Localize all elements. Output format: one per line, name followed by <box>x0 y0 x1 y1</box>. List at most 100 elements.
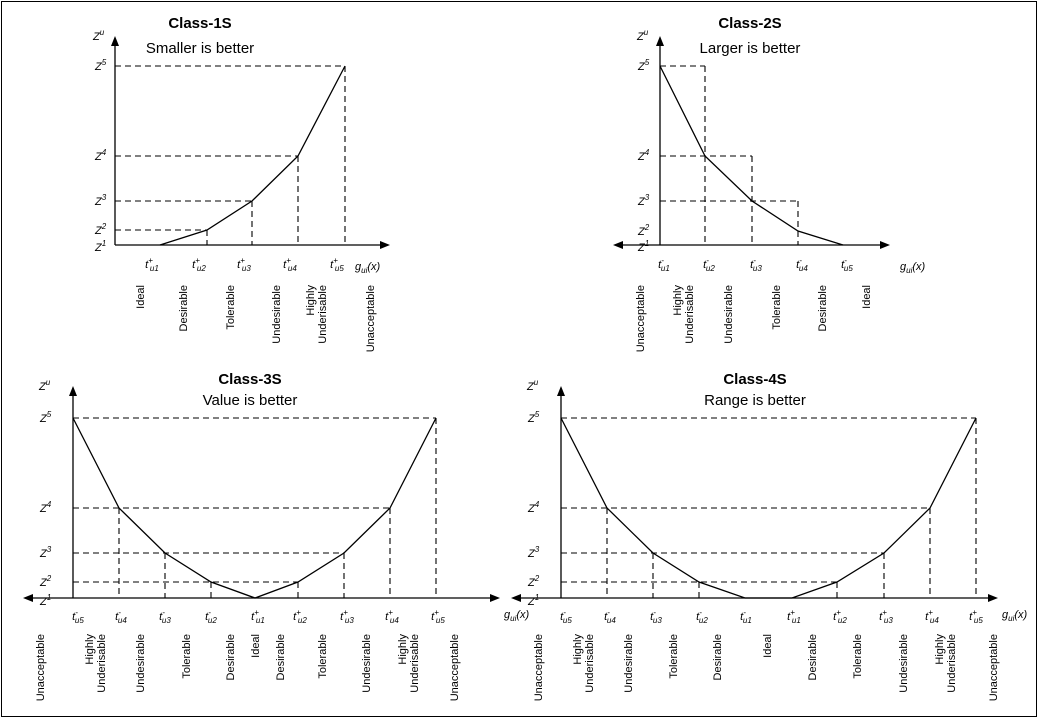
y-tick-label: Z5 <box>94 58 107 73</box>
category-text: Tolerable <box>771 285 783 330</box>
panel-subtitle: Value is better <box>203 392 298 409</box>
y-tick-label: Z2 <box>94 222 107 237</box>
x-tick-label: t-u1 <box>740 608 752 625</box>
category-text: Desirable <box>225 634 237 680</box>
category-label: Unacceptable <box>635 285 647 352</box>
arrowhead <box>880 241 890 249</box>
category-text: Highly <box>572 634 584 665</box>
x-tick-label: t-u2 <box>205 608 217 625</box>
x-tick-label: t-u3 <box>750 256 762 273</box>
category-text: Unacceptable <box>365 285 377 352</box>
category-text: Underisable <box>96 634 108 693</box>
y-tick-label: Z2 <box>39 574 52 589</box>
category-label: Highly Underisable <box>672 285 696 344</box>
x-tick-label: t-u5 <box>560 608 572 625</box>
x-tick-label: t-u5 <box>72 608 84 625</box>
arrowhead <box>656 36 664 46</box>
x-tick-label: t-u1 <box>658 256 670 273</box>
arrowhead <box>111 36 119 46</box>
x-tick-label: t-u4 <box>115 608 127 625</box>
category-label: Tolerable <box>771 285 783 330</box>
y-axis-label: Zu <box>92 28 105 43</box>
category-text: Tolerable <box>852 634 864 679</box>
category-label: Undesirable <box>271 285 283 344</box>
y-tick-label: Z1 <box>94 239 106 254</box>
category-label: Unacceptable <box>35 634 47 701</box>
category-text: Unacceptable <box>35 634 47 701</box>
x-tick-label: t+ u1 <box>145 256 159 273</box>
category-text: Tolerable <box>181 634 193 679</box>
x-tick-label: t+ u2 <box>833 608 847 625</box>
y-tick-label: Z2 <box>637 223 650 238</box>
y-tick-label: Z3 <box>94 193 107 208</box>
category-label: Tolerable <box>317 634 329 679</box>
arrowhead <box>511 594 521 602</box>
y-tick-label: Z4 <box>527 500 540 515</box>
category-label: Ideal <box>135 285 147 309</box>
category-text: Tolerable <box>668 634 680 679</box>
category-text: Undesirable <box>623 634 635 693</box>
x-tick-label: t+ u2 <box>192 256 206 273</box>
x-tick-label: t+ u2 <box>293 608 307 625</box>
y-tick-label: Z2 <box>527 574 540 589</box>
category-text: Highly <box>672 285 684 316</box>
category-label: Ideal <box>762 634 774 658</box>
x-axis-label: gui(x) <box>1002 609 1028 623</box>
y-tick-label: Z4 <box>39 500 52 515</box>
x-tick-label: t+ u3 <box>237 256 251 273</box>
panel-class-4s: Class-4S Range is better Zu gui(x) Z1 Z2 Z3 Z4 Z… <box>511 371 1028 701</box>
category-text: Desirable <box>817 285 829 331</box>
category-label: Desirable <box>712 634 724 680</box>
x-axis-label: gui(x) <box>900 261 926 275</box>
panel-title: Class-4S <box>723 371 786 388</box>
x-tick-label: t+ u1 <box>251 608 265 625</box>
category-label: Unacceptable <box>988 634 1000 701</box>
y-tick-label: Z3 <box>39 545 52 560</box>
category-label: Desirable <box>817 285 829 331</box>
x-tick-label: t+ u3 <box>879 608 893 625</box>
x-axis-label: gui(x) <box>355 261 381 275</box>
panel-class-1s: Class-1S Smaller is better Zu gui(x) Z1 Z2 Z3 Z… <box>92 15 390 352</box>
category-label: Highly Underisable <box>397 634 421 693</box>
arrowhead <box>23 594 33 602</box>
category-label: Highly Underisable <box>305 285 329 344</box>
category-label: Desirable <box>275 634 287 680</box>
category-label: Highly Underisable <box>934 634 958 693</box>
category-label: Ideal <box>250 634 262 658</box>
category-label: Tolerable <box>225 285 237 330</box>
category-text: Undesirable <box>271 285 283 344</box>
panel-title: Class-2S <box>718 15 781 32</box>
y-tick-label: Z3 <box>527 545 540 560</box>
x-axis-label: gui(x) <box>504 609 530 623</box>
y-axis-label: Zu <box>38 378 51 393</box>
y-tick-label: Z5 <box>637 58 650 73</box>
arrowhead <box>380 241 390 249</box>
category-label: Ideal <box>861 285 873 309</box>
class-function-curve <box>560 417 977 599</box>
y-tick-label: Z4 <box>637 148 650 163</box>
category-text: Underisable <box>317 285 329 344</box>
category-text: Underisable <box>946 634 958 693</box>
x-tick-label: t-u2 <box>703 256 715 273</box>
x-tick-label: t-u3 <box>650 608 662 625</box>
x-tick-label: t-u4 <box>796 256 808 273</box>
x-tick-label: t+ u3 <box>340 608 354 625</box>
y-tick-label: Z4 <box>94 148 107 163</box>
arrowhead <box>490 594 500 602</box>
category-text: Undesirable <box>361 634 373 693</box>
category-text: Underisable <box>684 285 696 344</box>
class-function-curve <box>72 417 437 599</box>
category-text: Tolerable <box>225 285 237 330</box>
category-text: Ideal <box>135 285 147 309</box>
y-tick-label: Z5 <box>39 410 52 425</box>
category-text: Highly <box>305 285 317 316</box>
category-label: Undesirable <box>135 634 147 693</box>
class-function-curve <box>159 65 346 246</box>
category-label: Tolerable <box>852 634 864 679</box>
category-text: Unacceptable <box>533 634 545 701</box>
category-text: Tolerable <box>317 634 329 679</box>
category-text: Undesirable <box>898 634 910 693</box>
x-tick-label: t-u2 <box>696 608 708 625</box>
y-tick-label: Z1 <box>637 239 649 254</box>
